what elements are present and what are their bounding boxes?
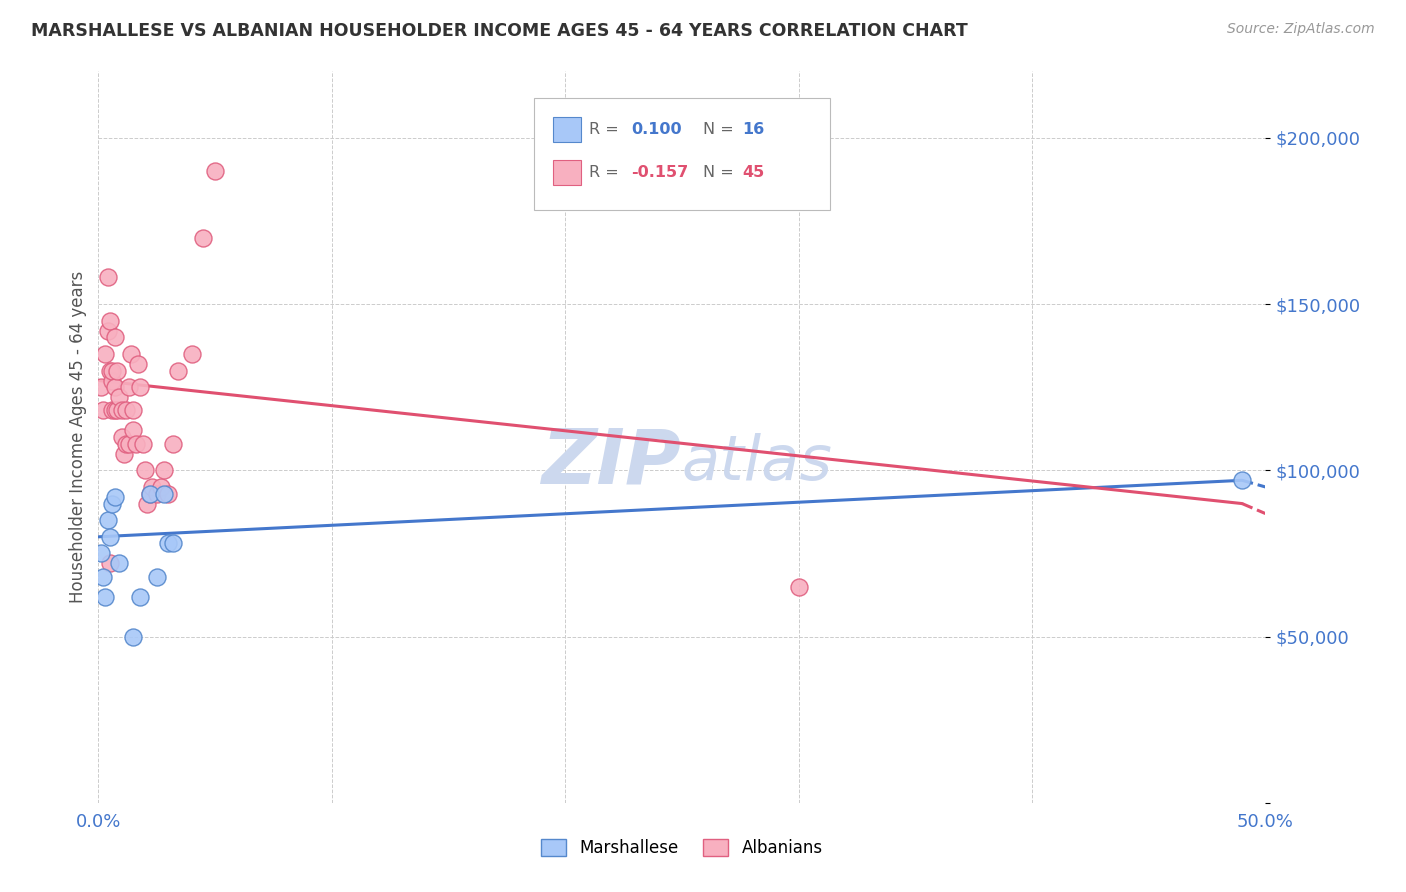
Text: atlas: atlas [682,433,832,492]
Point [94,347,117,361]
Legend: Marshallese, Albanians: Marshallese, Albanians [534,832,830,864]
Point [115,403,138,417]
Point [150,480,173,494]
Point [97,270,120,285]
Point [129,380,152,394]
Point [162,436,184,450]
Point [157,536,180,550]
Point [101,363,124,377]
Point [98,363,121,377]
Point [146,486,169,500]
Point [129,590,152,604]
Point [104,490,127,504]
Point [104,403,127,417]
Point [139,486,162,500]
Text: -0.157: -0.157 [631,165,689,179]
Point [139,486,162,500]
Point [105,363,128,377]
Point [101,497,124,511]
Point [166,363,188,377]
Point [112,447,135,461]
Point [193,230,215,244]
Text: MARSHALLESE VS ALBANIAN HOUSEHOLDER INCOME AGES 45 - 64 YEARS CORRELATION CHART: MARSHALLESE VS ALBANIAN HOUSEHOLDER INCO… [31,22,967,40]
Point [162,536,184,550]
Text: 16: 16 [742,122,765,136]
Point [111,430,134,444]
Point [122,630,145,644]
Point [97,324,120,338]
Text: 0.100: 0.100 [631,122,682,136]
Point [180,347,202,361]
Point [104,380,127,394]
Point [97,513,120,527]
Point [108,390,131,404]
Point [136,497,159,511]
Point [122,403,145,417]
Y-axis label: Householder Income Ages 45 - 64 years: Householder Income Ages 45 - 64 years [69,271,87,603]
Point [157,486,180,500]
Point [90,546,112,560]
Point [118,436,141,450]
Point [141,480,163,494]
Point [127,357,149,371]
Point [101,374,124,388]
Point [134,463,156,477]
Point [118,380,141,394]
Point [108,557,131,571]
Text: 45: 45 [742,165,765,179]
Text: N =: N = [703,122,740,136]
Point [122,424,145,438]
Point [91,570,114,584]
Point [101,403,124,417]
Point [90,380,112,394]
Text: ZIP: ZIP [543,425,682,500]
Text: R =: R = [589,122,624,136]
Point [98,557,121,571]
Point [105,403,128,417]
Point [132,436,155,450]
Point [104,330,127,344]
Point [204,164,226,178]
Point [98,314,121,328]
Point [91,403,114,417]
Point [111,403,134,417]
Point [115,436,138,450]
Point [146,570,169,584]
Point [120,347,142,361]
Point [94,590,117,604]
Point [1230,473,1253,487]
Point [125,436,148,450]
Point [152,486,174,500]
Text: N =: N = [703,165,740,179]
Point [152,463,174,477]
Point [787,580,810,594]
Text: Source: ZipAtlas.com: Source: ZipAtlas.com [1227,22,1375,37]
Text: R =: R = [589,165,624,179]
Point [98,530,121,544]
